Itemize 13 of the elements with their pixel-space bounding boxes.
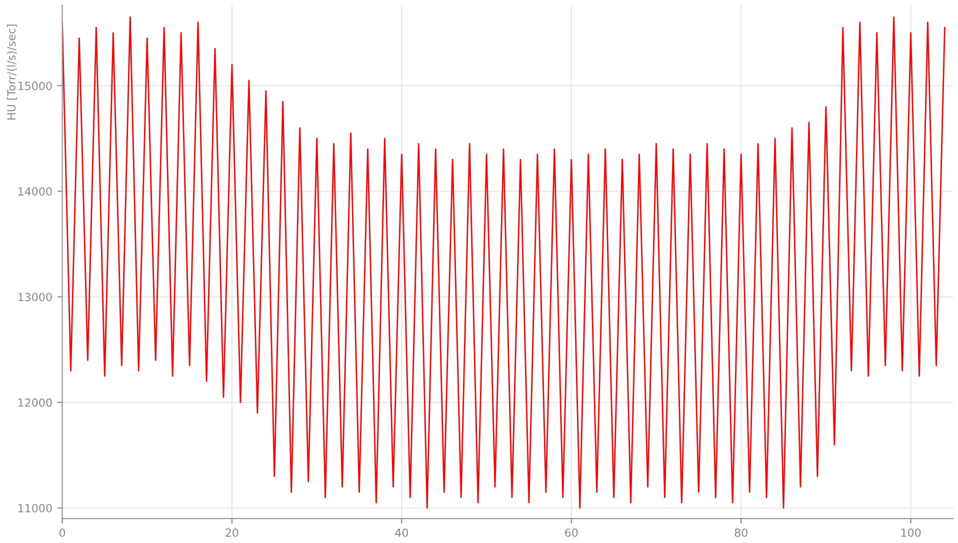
y-tick-label: 12000 (18, 398, 52, 407)
x-tick-label: 40 (395, 528, 408, 537)
y-tick-label: 13000 (18, 292, 52, 302)
x-tick-label: 0 (59, 528, 66, 537)
x-tick-label: 60 (565, 528, 578, 537)
x-tick-label: 80 (734, 528, 748, 537)
y-axis-title: HU [Torr/(l/s)/sec] (6, 24, 17, 120)
y-tick-label: 11000 (18, 504, 52, 512)
y-tick-label: 15000 (18, 82, 52, 90)
x-tick-label: 100 (901, 528, 921, 537)
x-tick-label: 20 (226, 528, 238, 537)
line-series (62, 16, 946, 509)
y-tick-label: 14000 (18, 187, 52, 196)
